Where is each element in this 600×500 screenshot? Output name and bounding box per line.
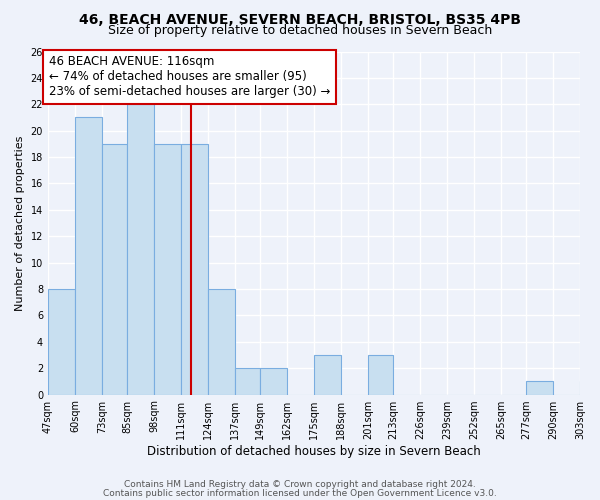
Text: Contains HM Land Registry data © Crown copyright and database right 2024.: Contains HM Land Registry data © Crown c… [124, 480, 476, 489]
Y-axis label: Number of detached properties: Number of detached properties [15, 136, 25, 310]
Text: Contains public sector information licensed under the Open Government Licence v3: Contains public sector information licen… [103, 488, 497, 498]
Bar [580, 382, 600, 394]
Bar [127, 104, 154, 395]
Text: 46 BEACH AVENUE: 116sqm
← 74% of detached houses are smaller (95)
23% of semi-de: 46 BEACH AVENUE: 116sqm ← 74% of detache… [49, 56, 331, 98]
Bar [368, 355, 393, 395]
Bar [260, 368, 287, 394]
Bar [48, 289, 75, 395]
Bar [102, 144, 127, 395]
Bar [526, 382, 553, 394]
Bar [154, 144, 181, 395]
Bar [181, 144, 208, 395]
Bar [75, 118, 102, 394]
Bar [314, 355, 341, 395]
Bar [208, 289, 235, 395]
Text: Size of property relative to detached houses in Severn Beach: Size of property relative to detached ho… [108, 24, 492, 37]
Text: 46, BEACH AVENUE, SEVERN BEACH, BRISTOL, BS35 4PB: 46, BEACH AVENUE, SEVERN BEACH, BRISTOL,… [79, 12, 521, 26]
X-axis label: Distribution of detached houses by size in Severn Beach: Distribution of detached houses by size … [147, 444, 481, 458]
Bar [235, 368, 260, 394]
